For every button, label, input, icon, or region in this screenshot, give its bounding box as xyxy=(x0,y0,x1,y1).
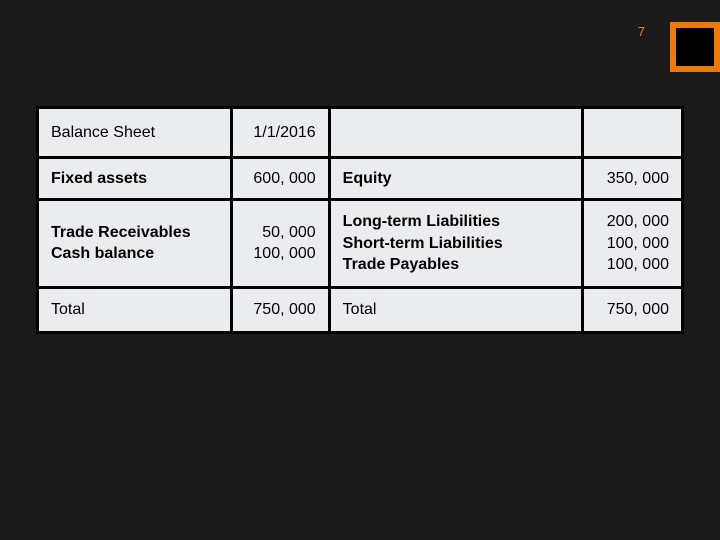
line: Short-term Liabilities xyxy=(343,233,570,255)
cell-receivables-cash: Trade Receivables Cash balance xyxy=(39,201,233,286)
cell-liabilities: Long-term Liabilities Short-term Liabili… xyxy=(331,201,585,286)
cell-value: 750, 000 xyxy=(233,289,331,331)
line: 200, 000 xyxy=(607,211,669,233)
accent-bar-inner xyxy=(676,28,714,66)
cell-value: 600, 000 xyxy=(233,159,331,198)
line: Long-term Liabilities xyxy=(343,211,570,233)
cell-balance-sheet: Balance Sheet xyxy=(39,109,233,156)
cell-total: Total xyxy=(331,289,585,331)
cell-value: 750, 000 xyxy=(584,289,681,331)
cell-empty xyxy=(331,109,585,156)
cell-equity: Equity xyxy=(331,159,585,198)
line: 100, 000 xyxy=(253,243,315,265)
line: 100, 000 xyxy=(607,233,669,255)
cell-fixed-assets: Fixed assets xyxy=(39,159,233,198)
cell-empty xyxy=(584,109,681,156)
line: Trade Receivables xyxy=(51,222,218,244)
page-number: 7 xyxy=(638,24,645,39)
cell-values: 200, 000 100, 000 100, 000 xyxy=(584,201,681,286)
line: Trade Payables xyxy=(343,254,570,276)
cell-value: 350, 000 xyxy=(584,159,681,198)
table-row: Total 750, 000 Total 750, 000 xyxy=(39,289,681,331)
table-row: Fixed assets 600, 000 Equity 350, 000 xyxy=(39,159,681,201)
balance-sheet-table: Balance Sheet 1/1/2016 Fixed assets 600,… xyxy=(36,106,684,334)
line: 100, 000 xyxy=(607,254,669,276)
cell-date: 1/1/2016 xyxy=(233,109,331,156)
cell-values: 50, 000 100, 000 xyxy=(233,201,331,286)
line: 50, 000 xyxy=(262,222,315,244)
table-row: Trade Receivables Cash balance 50, 000 1… xyxy=(39,201,681,289)
cell-total: Total xyxy=(39,289,233,331)
table-row: Balance Sheet 1/1/2016 xyxy=(39,109,681,159)
line: Cash balance xyxy=(51,243,218,265)
